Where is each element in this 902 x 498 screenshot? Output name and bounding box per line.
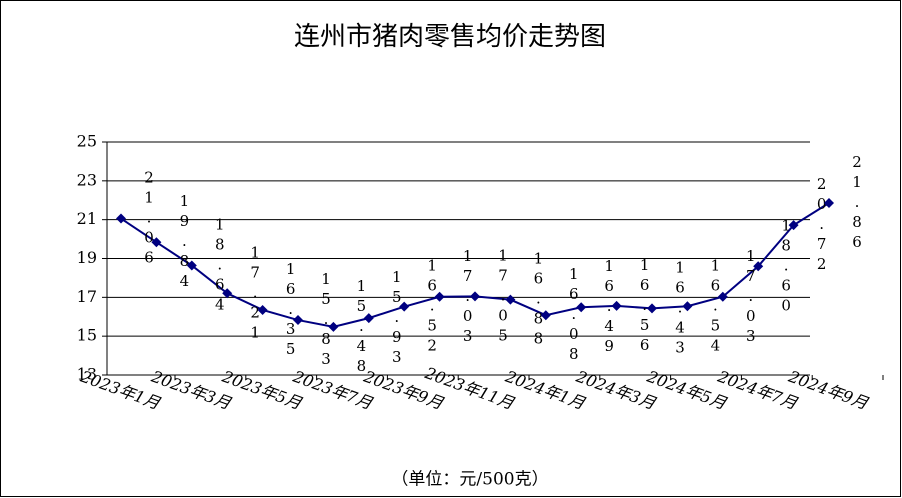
value-label: 16.43 [671, 258, 689, 358]
value-label: 21.86 [848, 153, 866, 253]
value-label: 15.93 [388, 268, 406, 368]
marker [470, 291, 480, 302]
value-label: 17.03 [459, 247, 477, 347]
marker [753, 261, 764, 272]
marker [328, 321, 339, 332]
marker [505, 294, 516, 305]
marker [717, 291, 728, 302]
value-label: 16.88 [529, 250, 547, 350]
value-label: 15.83 [317, 270, 335, 370]
value-label: 16.49 [600, 257, 618, 357]
marker [647, 303, 657, 314]
value-label: 19.84 [175, 192, 193, 292]
value-label: 18.64 [211, 215, 229, 315]
y-tick-label: 13 [77, 365, 97, 384]
value-label: 17.21 [246, 243, 264, 343]
value-label: 16.56 [636, 256, 654, 356]
marker [399, 301, 410, 312]
marker [611, 300, 622, 311]
marker [116, 213, 126, 224]
y-tick-label: 23 [77, 170, 97, 189]
y-tick-label: 21 [77, 209, 97, 228]
value-label: 16.54 [706, 256, 724, 356]
marker [788, 220, 799, 231]
value-label: 20.72 [813, 175, 831, 275]
marker [186, 260, 197, 271]
value-label: 15.48 [352, 277, 370, 377]
value-label: 17.05 [494, 246, 512, 346]
marker [682, 301, 693, 312]
y-tick-label: 17 [77, 287, 97, 306]
marker [576, 302, 587, 313]
chart-title: 连州市猪肉零售均价走势图 [294, 22, 606, 52]
marker [540, 310, 551, 321]
value-label: 16.08 [565, 265, 583, 365]
value-label: 16.52 [423, 257, 441, 357]
marker [257, 304, 268, 315]
unit-note: （单位：元/500克） [391, 470, 548, 490]
marker [434, 291, 445, 302]
value-label: 21.06 [140, 169, 158, 269]
value-label: 16.35 [282, 260, 300, 360]
value-label: 18.60 [777, 216, 795, 316]
marker [824, 197, 834, 208]
value-label: 17.03 [742, 247, 760, 347]
y-tick-label: 15 [77, 326, 97, 345]
marker [363, 313, 374, 324]
marker [151, 237, 162, 248]
marker [293, 315, 303, 326]
marker [222, 288, 233, 299]
y-tick-label: 25 [77, 132, 97, 151]
y-tick-label: 19 [77, 248, 97, 267]
